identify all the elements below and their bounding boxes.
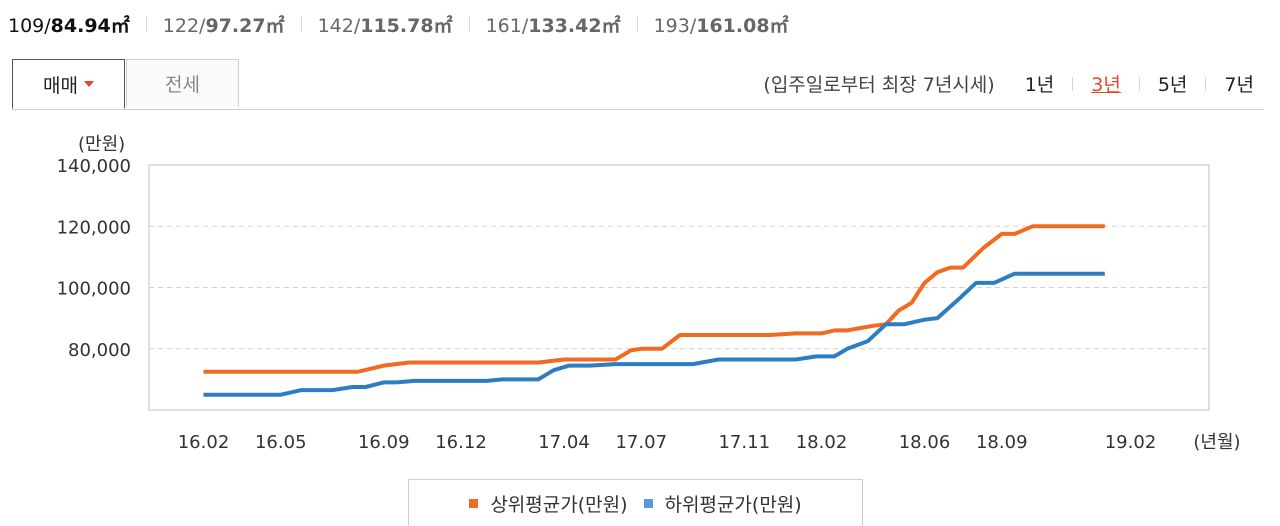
size-area-label: 115.78㎡: [360, 14, 453, 37]
legend-item-lower: 하위평균가(만원): [643, 490, 802, 517]
period-divider: [1072, 76, 1074, 91]
period-selector: (입주일로부터 최장 7년시세) 1년 3년 5년 7년: [763, 70, 1254, 97]
period-5y-button[interactable]: 5년: [1157, 74, 1188, 96]
x-axis-label: (년월): [1193, 432, 1240, 453]
x-tick-label: 19.02: [1105, 432, 1157, 453]
size-supply-label: 109/: [8, 14, 51, 37]
size-area-label: 97.27㎡: [205, 14, 285, 37]
legend-label-upper: 상위평균가(만원): [490, 493, 628, 516]
y-axis-label: (만원): [78, 134, 125, 155]
size-option-109[interactable]: 109/84.94㎡: [8, 11, 130, 38]
tab-sale-label: 매매: [43, 74, 78, 97]
x-tick-label: 16.05: [255, 432, 307, 453]
y-tick-label: 120,000: [57, 217, 131, 238]
y-tick-label: 80,000: [68, 340, 131, 361]
x-tick-label: 16.09: [358, 432, 410, 453]
x-tick-label: 17.04: [538, 432, 590, 453]
y-tick-label: 140,000: [57, 156, 131, 177]
size-area-label: 133.42㎡: [528, 14, 621, 37]
size-divider: [145, 17, 147, 31]
legend-swatch-lower: [643, 498, 653, 508]
x-tick-label: 16.02: [178, 432, 230, 453]
size-option-193[interactable]: 193/161.08㎡: [654, 11, 789, 38]
legend-item-upper: 상위평균가(만원): [469, 490, 628, 517]
x-tick-label: 18.09: [976, 432, 1028, 453]
size-option-122[interactable]: 122/97.27㎡: [163, 11, 285, 38]
tab-lease-label: 전세: [165, 74, 200, 96]
plot-frame: [148, 164, 1210, 411]
x-tick-label: 16.12: [435, 432, 487, 453]
period-1y-button[interactable]: 1년: [1024, 74, 1055, 96]
size-supply-label: 142/: [317, 14, 361, 37]
period-divider: [1205, 76, 1207, 91]
size-option-142[interactable]: 142/115.78㎡: [318, 11, 453, 38]
size-option-161[interactable]: 161/133.42㎡: [486, 11, 621, 38]
size-area-label: 161.08㎡: [696, 14, 789, 37]
x-tick-label: 17.11: [718, 432, 770, 453]
size-area-label: 84.94㎡: [50, 14, 130, 37]
period-divider: [1138, 76, 1140, 91]
period-7y-button[interactable]: 7년: [1224, 74, 1254, 96]
series-line-upper: [203, 224, 1105, 374]
size-divider: [468, 17, 470, 31]
size-divider: [300, 17, 302, 31]
tab-sale[interactable]: 매매: [12, 59, 125, 109]
chart-legend: 상위평균가(만원) 하위평균가(만원): [408, 479, 863, 526]
size-supply-label: 161/: [485, 14, 529, 37]
price-line-chart: 80,000 100,000 120,000 140,000(만원) 16.02 16.0…: [57, 134, 1241, 453]
trade-type-tabs: 매매 전세: [12, 59, 1264, 110]
x-tick-label: 17.07: [615, 432, 667, 453]
x-tick-label: 18.06: [899, 432, 951, 453]
period-note: (입주일로부터 최장 7년시세): [763, 74, 995, 96]
series-line-lower: [203, 271, 1105, 397]
x-tick-label: 18.02: [796, 432, 848, 453]
area-size-selector: 109/84.94㎡ 122/97.27㎡ 142/115.78㎡ 161/13…: [8, 9, 789, 39]
legend-label-lower: 하위평균가(만원): [664, 493, 802, 516]
tab-lease[interactable]: 전세: [126, 59, 239, 107]
size-supply-label: 193/: [653, 14, 697, 37]
period-3y-button[interactable]: 3년: [1091, 74, 1121, 96]
legend-swatch-upper: [469, 498, 479, 508]
y-tick-label: 100,000: [57, 279, 131, 300]
size-supply-label: 122/: [162, 14, 206, 37]
size-divider: [636, 17, 638, 31]
caret-down-icon: [83, 81, 94, 87]
